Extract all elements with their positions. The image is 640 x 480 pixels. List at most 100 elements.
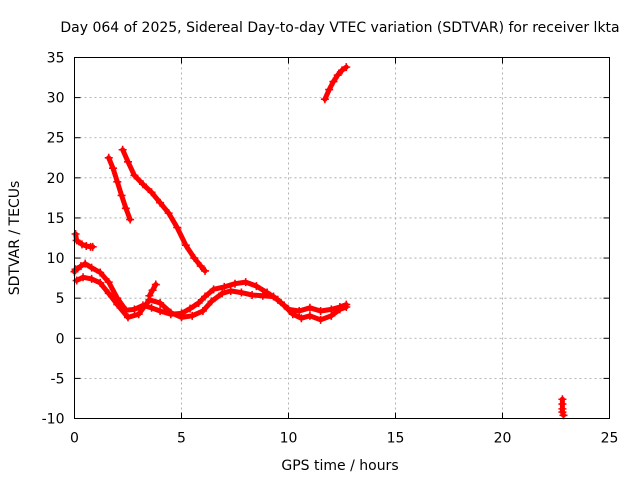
data-point xyxy=(147,188,156,197)
data-point xyxy=(71,265,80,274)
data-point xyxy=(316,307,325,316)
y-tick-label: 0 xyxy=(56,331,65,347)
data-point xyxy=(297,314,306,323)
series-track-a xyxy=(71,259,351,319)
data-point xyxy=(248,290,257,299)
x-tick-label: 25 xyxy=(601,431,619,447)
series-track-e xyxy=(320,63,351,104)
series-track-c xyxy=(104,153,135,224)
data-point xyxy=(237,288,246,297)
y-tick-label: 20 xyxy=(47,171,65,187)
series-track-d xyxy=(118,145,210,275)
data-point xyxy=(338,66,346,75)
y-tick-label: 30 xyxy=(47,91,65,107)
data-point xyxy=(209,285,218,294)
data-point xyxy=(121,204,130,213)
series-track-f xyxy=(71,229,97,251)
data-point xyxy=(113,177,122,186)
data-point xyxy=(72,236,81,245)
data-point xyxy=(295,307,304,316)
data-point xyxy=(156,198,165,207)
x-tick-label: 20 xyxy=(494,431,512,447)
data-point xyxy=(269,292,278,301)
data-point xyxy=(201,292,210,301)
data-point xyxy=(181,241,190,250)
y-tick-label: -10 xyxy=(42,412,65,428)
series-track-g xyxy=(145,280,160,300)
data-point xyxy=(258,291,267,300)
data-point xyxy=(218,289,227,298)
series-trace xyxy=(106,155,133,222)
data-point xyxy=(327,311,336,320)
data-point xyxy=(72,276,81,285)
data-point xyxy=(118,145,127,154)
data-point xyxy=(148,286,157,295)
y-tick-label: 5 xyxy=(56,291,65,307)
data-point xyxy=(104,289,113,298)
data-point xyxy=(231,279,239,288)
y-axis-label: SDTVAR / TECUs xyxy=(7,181,23,296)
data-point xyxy=(164,209,173,218)
data-point xyxy=(288,310,297,319)
data-point xyxy=(156,298,165,307)
data-point xyxy=(113,300,122,309)
data-point xyxy=(79,273,88,282)
data-point xyxy=(76,262,85,271)
data-point xyxy=(88,242,97,251)
data-point xyxy=(138,180,147,189)
series-track-h xyxy=(558,395,568,420)
data-point xyxy=(124,313,132,322)
x-axis-label: GPS time / hours xyxy=(281,458,398,474)
y-tick-label: 25 xyxy=(47,131,65,147)
data-point xyxy=(109,164,118,173)
data-point xyxy=(305,303,314,312)
data-point xyxy=(190,254,199,263)
data-point xyxy=(81,259,90,268)
data-point xyxy=(333,71,342,80)
data-point xyxy=(126,215,135,224)
data-point xyxy=(325,85,334,94)
data-layer xyxy=(70,63,568,420)
y-tick-label: 10 xyxy=(47,251,65,267)
data-point xyxy=(342,63,351,72)
data-point xyxy=(77,240,86,249)
data-point xyxy=(198,307,207,316)
data-point xyxy=(194,298,203,307)
data-point xyxy=(335,305,344,314)
data-point xyxy=(117,191,126,200)
data-point xyxy=(320,95,329,104)
data-point xyxy=(177,313,186,322)
data-point xyxy=(196,262,205,271)
x-tick-label: 15 xyxy=(387,431,405,447)
data-point xyxy=(559,411,568,420)
data-point xyxy=(130,171,139,180)
plot-frame xyxy=(74,57,610,419)
data-point xyxy=(241,278,250,287)
data-point xyxy=(104,278,113,287)
data-point xyxy=(96,268,105,277)
data-point xyxy=(329,77,338,86)
data-point xyxy=(87,263,96,272)
x-tick-label: 0 xyxy=(70,431,79,447)
data-point xyxy=(130,305,139,314)
data-point xyxy=(316,315,325,324)
grid-layer xyxy=(74,57,610,419)
data-point xyxy=(173,223,182,232)
data-point xyxy=(188,311,197,320)
y-tick-label: -5 xyxy=(51,371,65,387)
data-point xyxy=(156,307,165,316)
data-point xyxy=(145,291,154,300)
x-tick-label: 10 xyxy=(280,431,298,447)
data-point xyxy=(207,297,216,306)
data-point xyxy=(151,280,160,289)
data-point xyxy=(71,229,80,238)
data-point xyxy=(305,311,314,320)
data-point xyxy=(252,282,261,291)
series-trace xyxy=(120,147,208,274)
chart-title: Day 064 of 2025, Sidereal Day-to-day VTE… xyxy=(60,20,619,36)
x-tick-label: 5 xyxy=(177,431,186,447)
data-point xyxy=(280,301,289,310)
data-point xyxy=(147,303,156,312)
data-point xyxy=(124,157,132,166)
